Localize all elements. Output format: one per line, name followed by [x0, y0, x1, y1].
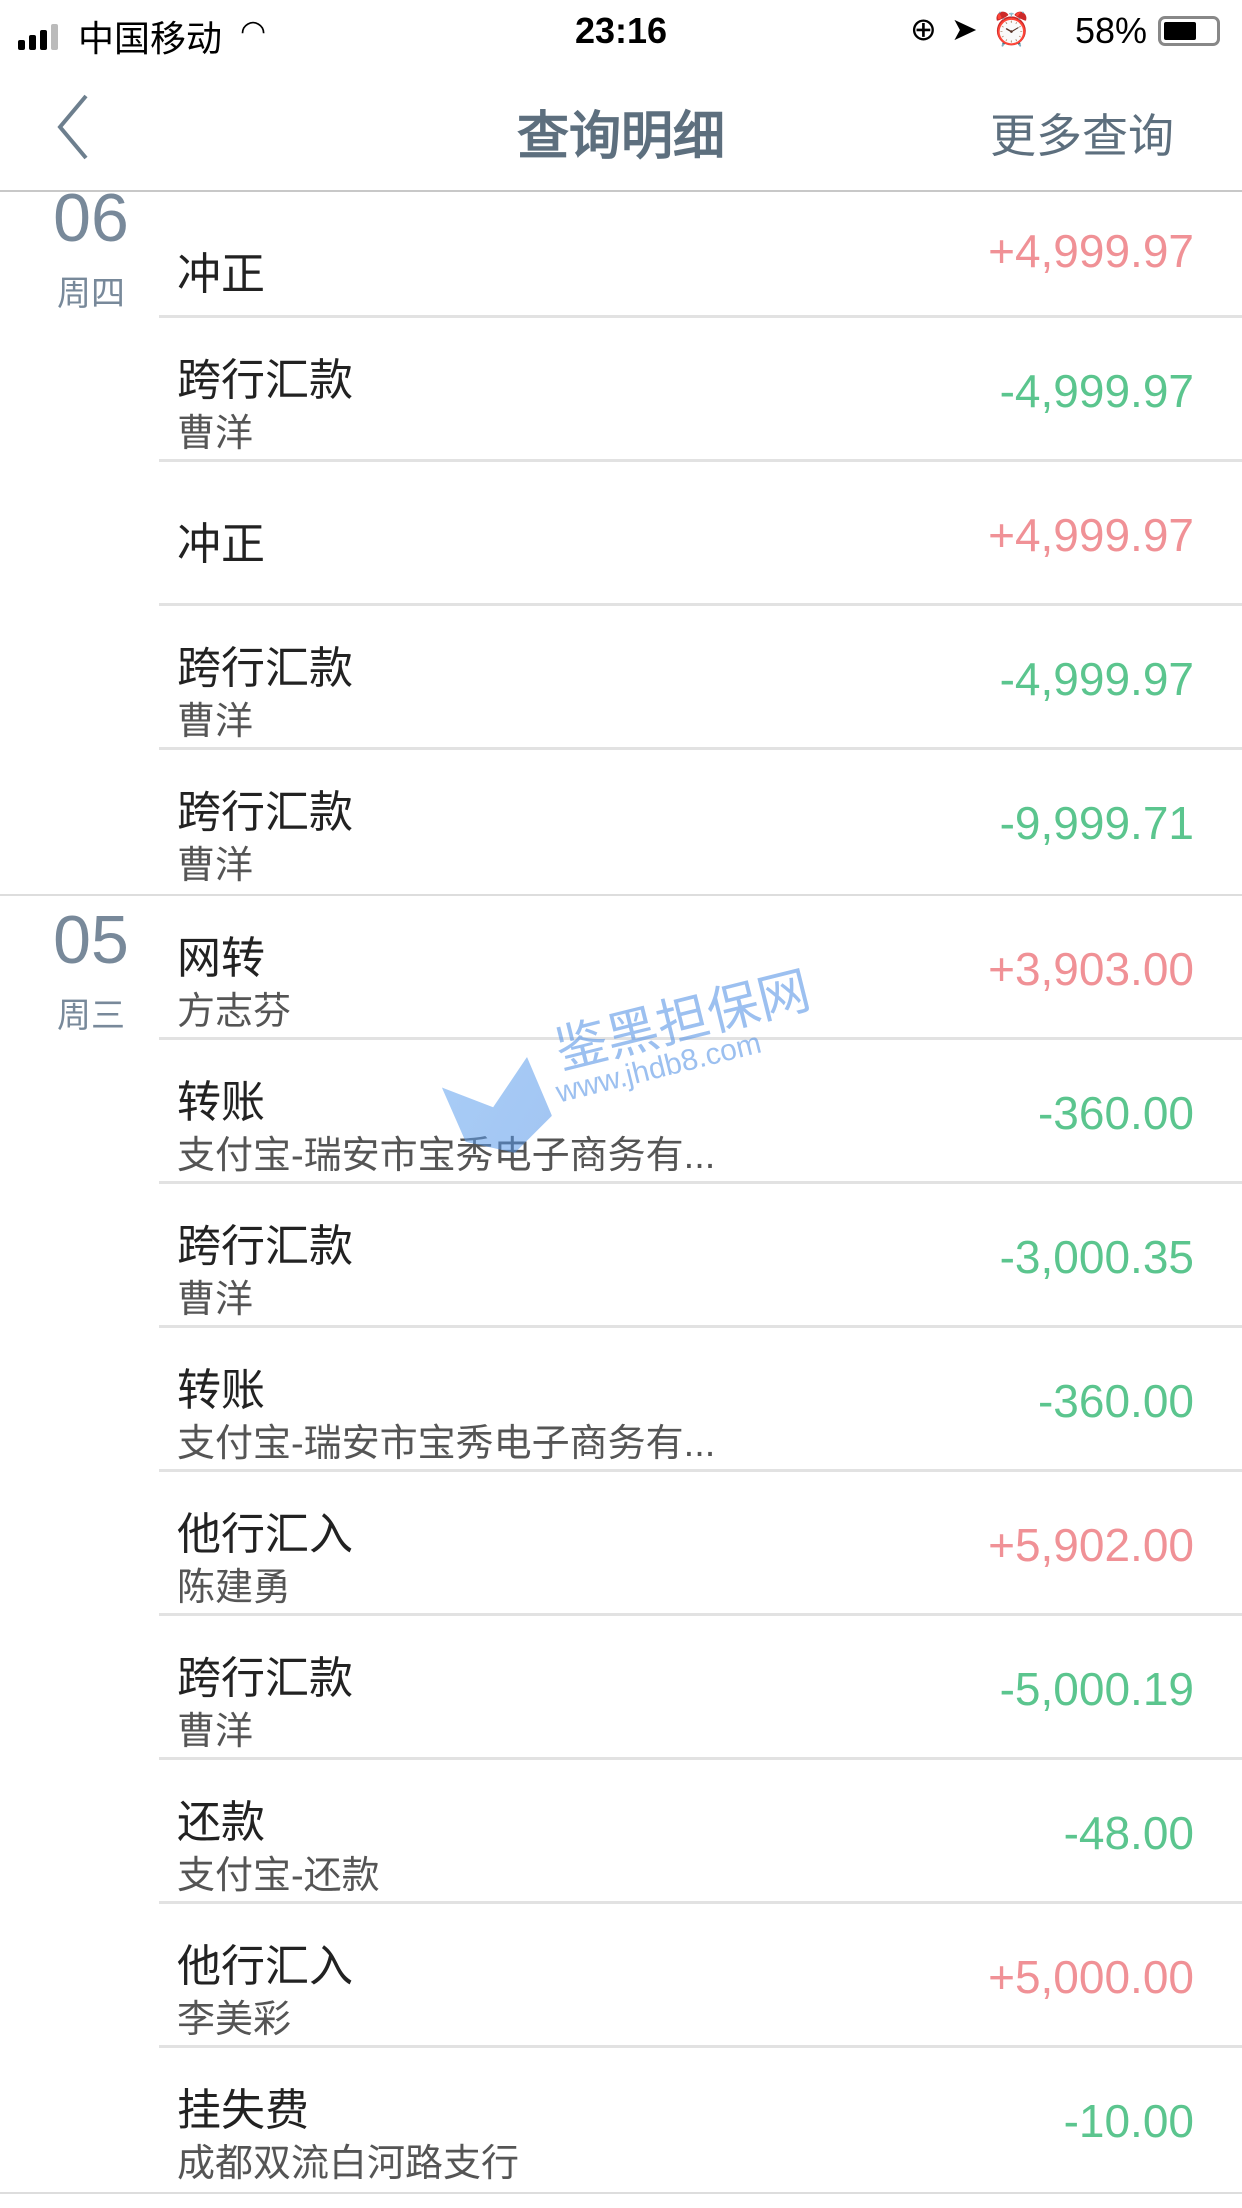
transaction-amount: +5,902.00	[988, 1519, 1194, 1571]
weekday: 周四	[57, 275, 125, 313]
transaction-title: 他行汇入	[177, 1510, 353, 1559]
transaction-counterparty: 曹洋	[177, 1711, 254, 1753]
transaction-title: 跨行汇款	[177, 356, 353, 405]
transaction-title: 转账	[177, 1366, 265, 1415]
transaction-counterparty: 曹洋	[177, 845, 254, 887]
transaction-title: 跨行汇款	[177, 1222, 353, 1271]
transaction-title: 转账	[177, 1078, 265, 1127]
transaction-amount: +4,999.97	[988, 225, 1194, 277]
transaction-row[interactable]: 跨行汇款曹洋 -9,999.71	[159, 750, 1242, 894]
location-icon: ➤	[950, 11, 992, 47]
date-group: 06 周四 冲正 +4,999.97 跨行汇款 曹洋 -4,999.97 冲正 +4,999.9…	[0, 184, 1242, 896]
status-bar: 中国移动 ◠ 23:16 ⊕➤⏰ 58%	[0, 0, 1242, 62]
transaction-row[interactable]: 挂失费成都双流白河路支行 -10.00	[159, 2048, 1242, 2192]
transaction-title: 挂失费	[177, 2086, 309, 2135]
status-icons: ⊕➤⏰	[910, 10, 1045, 48]
battery-percent: 58%	[1074, 10, 1147, 51]
clock: 23:16	[574, 10, 668, 51]
transaction-title: 跨行汇款	[177, 644, 353, 693]
transaction-row[interactable]: 转账支付宝-瑞安市宝秀电子商务有... -360.00	[159, 1328, 1242, 1472]
transaction-row[interactable]: 跨行汇款曹洋 -4,999.97	[159, 318, 1242, 462]
transaction-counterparty: 曹洋	[177, 1279, 254, 1321]
transaction-row[interactable]: 他行汇入陈建勇 +5,902.00	[159, 1472, 1242, 1616]
wifi-icon: ◠	[240, 15, 267, 48]
date-group: 05 周三 网转 方志芬 +3,903.00 转账 支付宝-瑞安市宝秀电子商务有... -36…	[0, 896, 1242, 2194]
transaction-amount: -10.00	[1063, 2095, 1194, 2147]
transaction-counterparty: 支付宝-还款	[177, 1855, 380, 1897]
nav-bar: 查询明细 更多查询	[0, 62, 1242, 192]
transaction-title: 他行汇入	[177, 1942, 353, 1991]
alarm-icon: ⏰	[991, 11, 1046, 47]
transaction-counterparty: 曹洋	[177, 701, 254, 743]
transaction-amount: +4,999.97	[988, 509, 1194, 561]
transaction-title: 冲正	[177, 250, 265, 299]
transaction-list[interactable]: 06 周四 冲正 +4,999.97 跨行汇款 曹洋 -4,999.97 冲正 +4,999.9…	[0, 184, 1242, 2194]
transaction-row[interactable]: 冲正 +4,999.97	[159, 192, 1242, 318]
transaction-title: 跨行汇款	[177, 788, 353, 837]
back-chevron-icon[interactable]	[52, 92, 96, 162]
battery-icon	[1158, 16, 1220, 46]
transaction-title: 网转	[177, 934, 265, 983]
date-label: 06 周四	[36, 184, 146, 315]
carrier: 中国移动	[78, 18, 223, 59]
transaction-amount: -4,999.97	[999, 653, 1194, 705]
transaction-counterparty: 支付宝-瑞安市宝秀电子商务有...	[177, 1423, 716, 1465]
signal-icon	[18, 24, 58, 50]
transaction-amount: -48.00	[1063, 1807, 1194, 1859]
transaction-row[interactable]: 跨行汇款曹洋 -3,000.35	[159, 1184, 1242, 1328]
weekday: 周三	[57, 997, 125, 1035]
transaction-amount: -5,000.19	[999, 1663, 1194, 1715]
day: 06	[53, 180, 129, 256]
transaction-amount: -360.00	[1037, 1375, 1194, 1427]
transaction-counterparty: 李美彩	[177, 1999, 292, 2041]
transaction-row[interactable]: 跨行汇款曹洋 -5,000.19	[159, 1616, 1242, 1760]
transaction-counterparty: 曹洋	[177, 413, 254, 455]
transaction-amount: +3,903.00	[988, 943, 1194, 995]
transaction-amount: -360.00	[1037, 1087, 1194, 1139]
transaction-row[interactable]: 转账支付宝-瑞安市宝秀电子商务有... -360.00	[159, 1040, 1242, 1184]
transaction-amount: -4,999.97	[999, 365, 1194, 417]
transaction-row[interactable]: 还款支付宝-还款 -48.00	[159, 1760, 1242, 1904]
page-title: 查询明细	[516, 108, 725, 166]
transaction-title: 跨行汇款	[177, 1654, 353, 1703]
rotation-lock-icon: ⊕	[910, 11, 951, 47]
more-query-button[interactable]: 更多查询	[990, 110, 1174, 162]
transaction-counterparty: 方志芬	[177, 991, 292, 1033]
transaction-row[interactable]: 跨行汇款曹洋 -4,999.97	[159, 606, 1242, 750]
transaction-counterparty: 陈建勇	[177, 1567, 292, 1609]
transaction-counterparty: 支付宝-瑞安市宝秀电子商务有...	[177, 1135, 716, 1177]
transaction-amount: -9,999.71	[999, 797, 1194, 849]
transaction-title: 冲正	[177, 520, 265, 569]
transaction-amount: +5,000.00	[988, 1951, 1194, 2003]
day: 05	[53, 902, 129, 978]
transaction-counterparty: 成都双流白河路支行	[177, 2143, 520, 2185]
transaction-row[interactable]: 他行汇入李美彩 +5,000.00	[159, 1904, 1242, 2048]
transaction-amount: -3,000.35	[999, 1231, 1194, 1283]
transaction-row[interactable]: 冲正 +4,999.97	[159, 462, 1242, 606]
date-label: 05 周三	[36, 906, 146, 1037]
transaction-title: 还款	[177, 1798, 265, 1847]
transaction-row[interactable]: 网转方志芬 +3,903.00	[159, 896, 1242, 1040]
